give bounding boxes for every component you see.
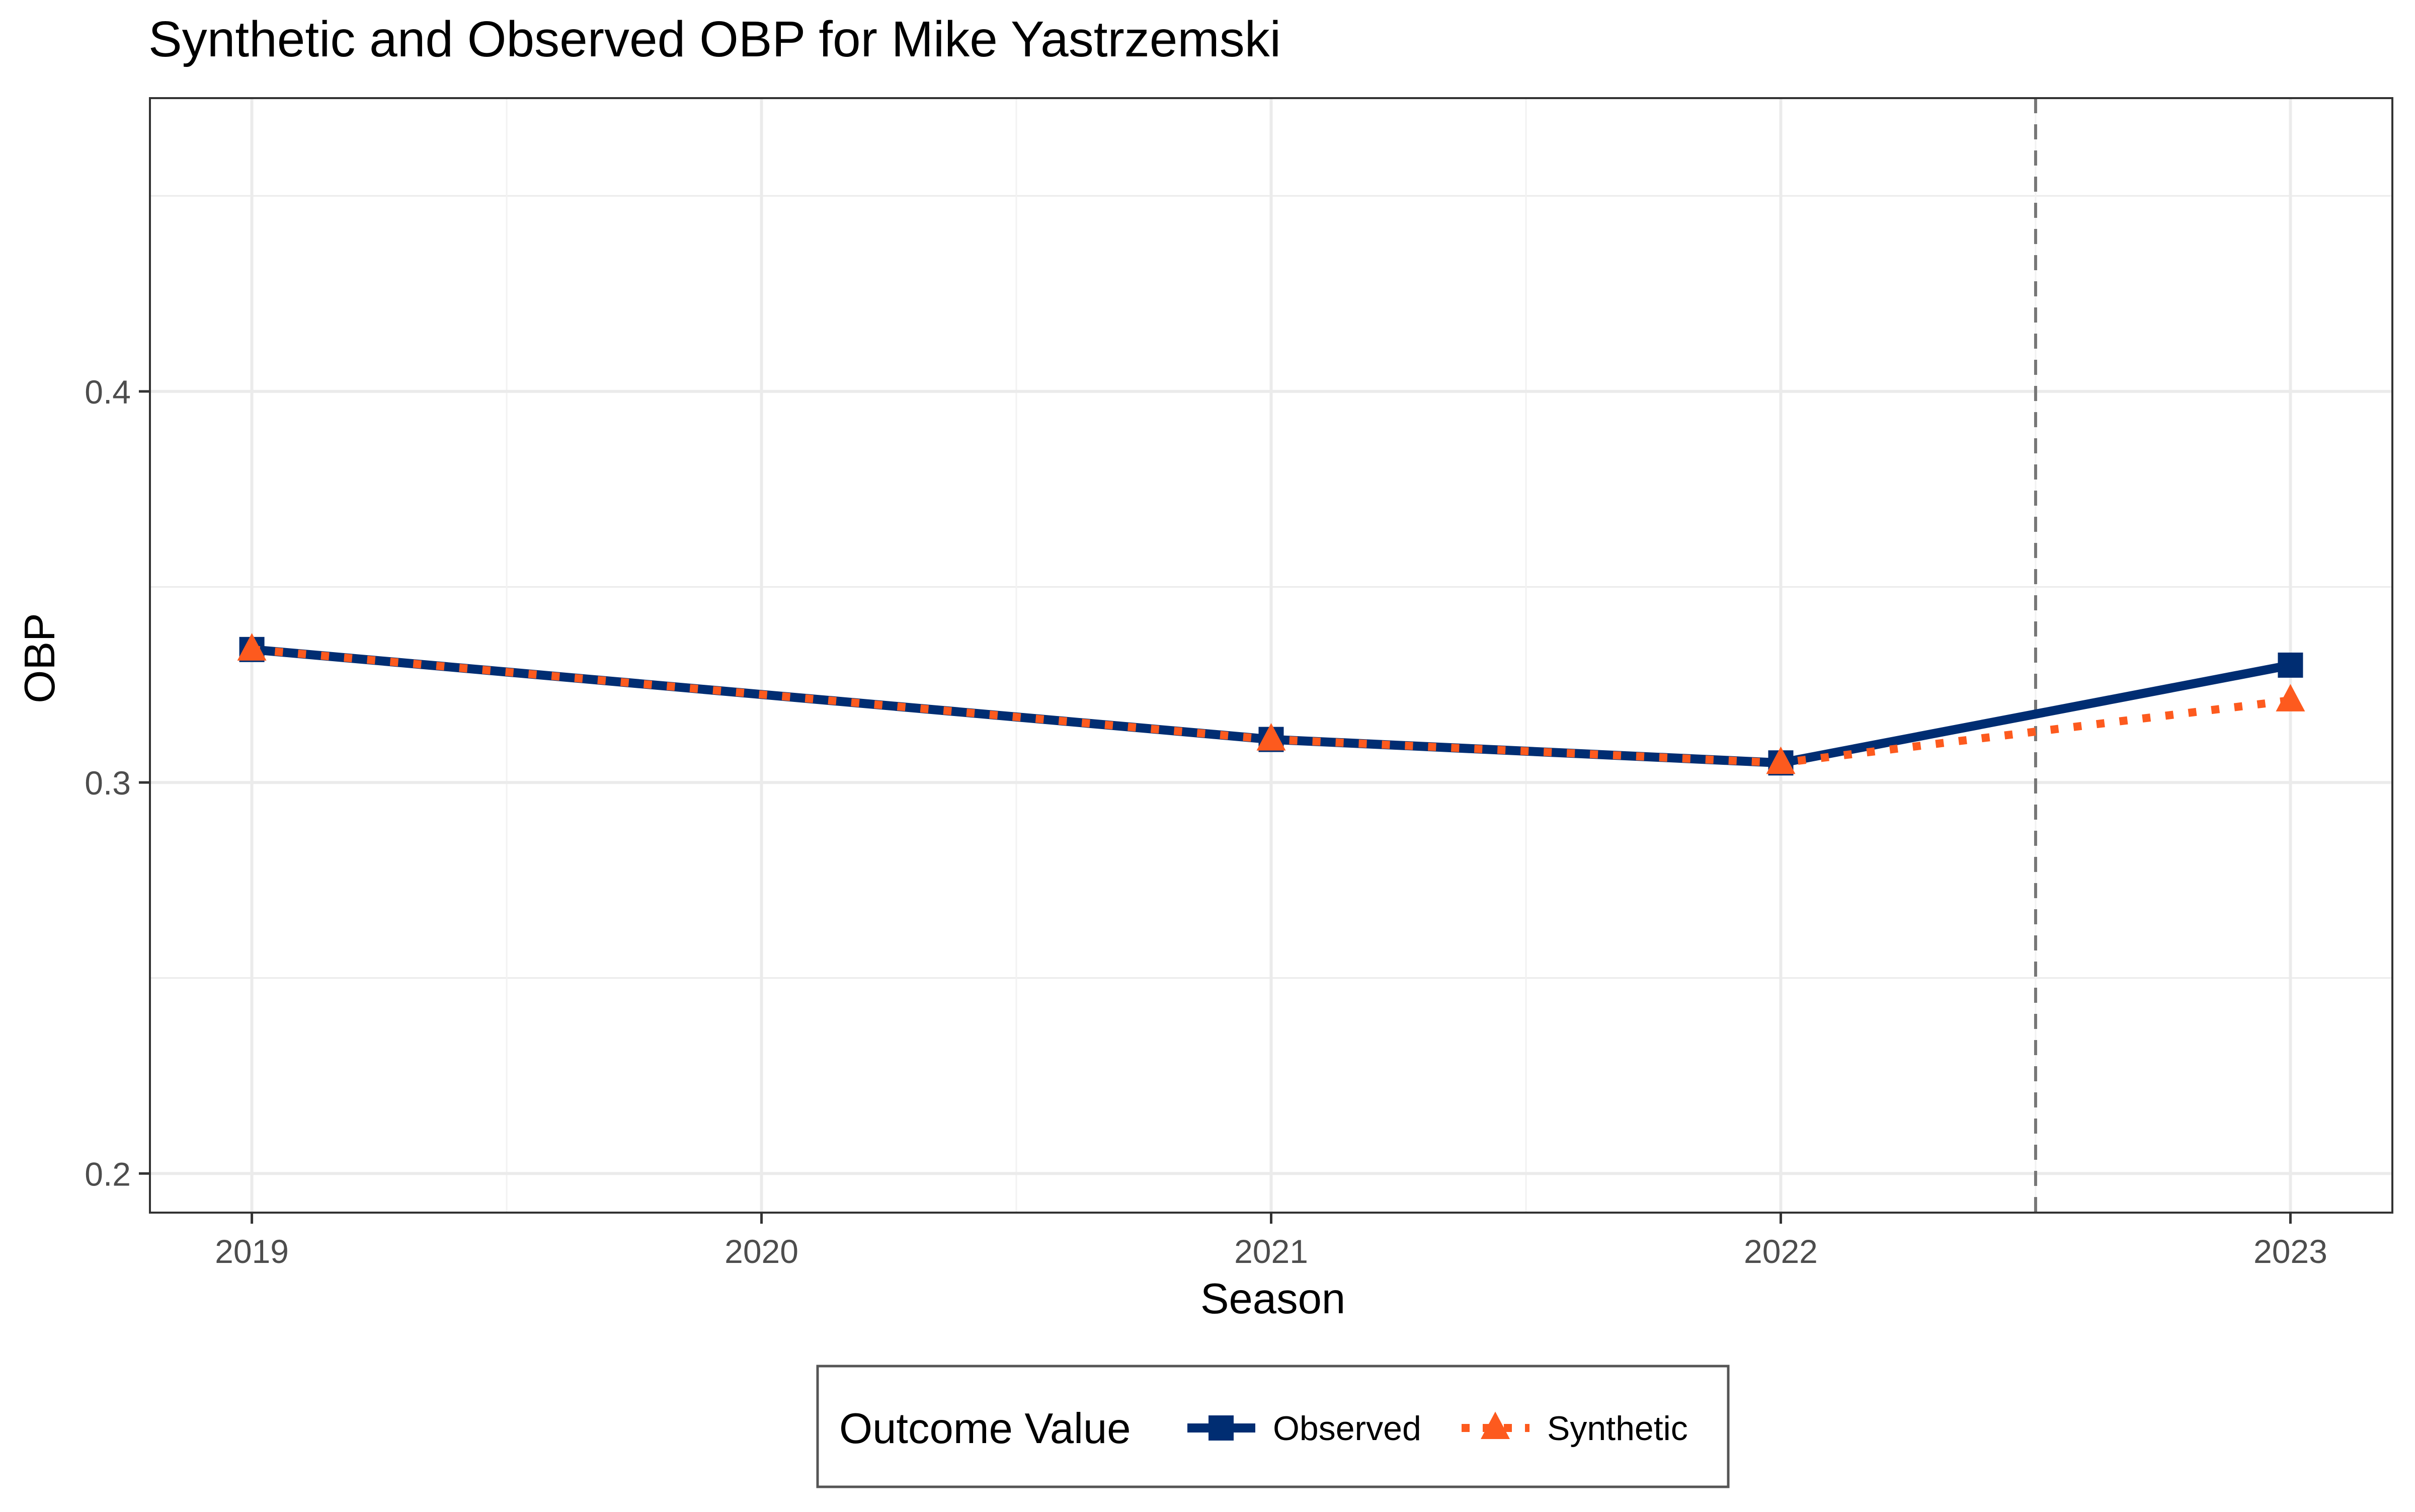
- chart-title: Synthetic and Observed OBP for Mike Yast…: [148, 11, 1281, 67]
- x-tick-label: 2020: [725, 1233, 798, 1270]
- x-tick-label: 2021: [1234, 1233, 1308, 1270]
- legend-key-marker: [1481, 1411, 1510, 1440]
- legend-title: Outcome Value: [839, 1405, 1131, 1453]
- data-point-synthetic: [1256, 723, 1286, 751]
- x-tick-label: 2023: [2253, 1233, 2327, 1270]
- legend: Outcome Value Observed Synthetic: [816, 1365, 1730, 1488]
- x-axis-label: Season: [1200, 1275, 1345, 1323]
- x-tick-label: 2022: [1744, 1233, 1818, 1270]
- legend-label: Synthetic: [1547, 1409, 1688, 1448]
- y-axis-label: OBP: [16, 613, 64, 703]
- y-tick-label: 0.4: [85, 373, 131, 411]
- data-point-synthetic: [1766, 746, 1796, 774]
- data-point-synthetic: [2276, 684, 2305, 711]
- series-line-synthetic: [251, 645, 2291, 767]
- x-tick-label: 2019: [215, 1233, 289, 1270]
- data-point-observed: [2278, 652, 2303, 678]
- legend-entry-synthetic: Synthetic: [1462, 1409, 1688, 1448]
- y-tick-label: 0.3: [85, 764, 131, 802]
- series-layer: [237, 633, 2305, 776]
- y-tick-label: 0.2: [85, 1155, 131, 1192]
- grid-layer: [150, 98, 2392, 1213]
- legend-label: Observed: [1273, 1409, 1421, 1448]
- series-synthetic: [237, 633, 2305, 774]
- legend-key-marker: [1209, 1415, 1234, 1441]
- axis-layer: 0.2 0.3 0.4 2019 2020 2021 2022 2023: [85, 373, 2327, 1270]
- legend-entry-observed: Observed: [1187, 1409, 1421, 1448]
- legend-box: [816, 1365, 1730, 1488]
- data-point-synthetic: [237, 633, 267, 661]
- legend-entries: Observed Synthetic: [1187, 1409, 1688, 1448]
